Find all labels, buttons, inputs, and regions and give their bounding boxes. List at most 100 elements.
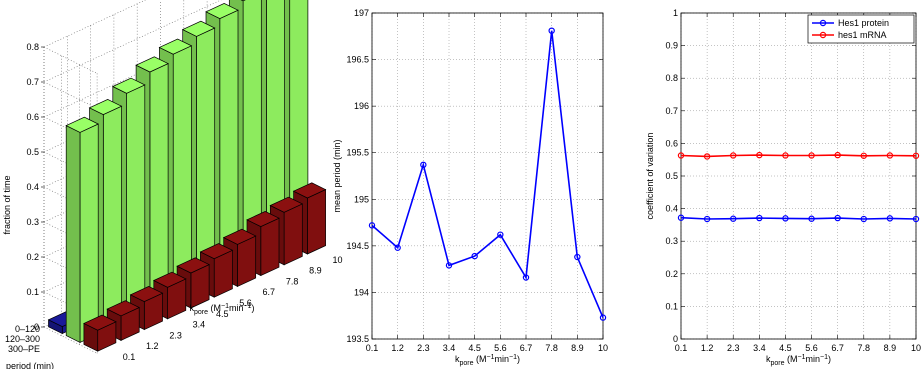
x-axis-label-xlabel-mid: min [806,354,821,364]
x-tick-label: 6.7 [831,343,844,353]
y-tick-label: 195 [354,194,369,204]
x-tick-label: 3.4 [753,343,766,353]
data-point [730,215,737,222]
cv-panel: 0.1 1.2 2.3 3.4 4.5 5.6 6.7 7.8 8.9 1000.10.20.30… [645,8,921,367]
period-bin-label: 120–300 [5,334,40,344]
x-tick-label: 10 [598,343,608,353]
data-point [394,244,401,251]
data-point [471,252,478,260]
k-tick-label: 7.8 [286,276,299,286]
x-axis-label-xlabel-main: k [766,354,771,364]
data-point [860,215,867,223]
k-tick-label: 1.2 [146,341,159,351]
x-axis-label-xlabel-tail: (M [474,354,487,364]
z-tick-label: 0.8 [26,42,39,52]
back-wall-grid-line [43,116,98,144]
series-line-hes1-protein [680,216,917,220]
back-wall-grid-line [43,8,278,118]
z-tick-label: 0.4 [26,182,39,192]
k-axis-label-3d-xlabel-sup1: −1 [221,303,229,310]
bar-top-face [129,286,164,302]
y-tick-label: 196 [354,101,369,111]
period-bin-label: 300–PE [8,344,40,354]
k-tick-label: 2.3 [169,330,182,340]
y-tick-label: 0.4 [665,204,678,214]
series-line-hes1-mrna [680,154,917,158]
data-point [860,152,867,159]
x-axis-label: kpore (M−1min−1) [766,354,831,367]
bar-top-face [111,77,146,94]
data-point [808,215,815,222]
period-bin-label: 0–120 [15,324,40,334]
k-tick-label: 5.6 [239,298,252,308]
data-point [808,152,815,159]
data-point [445,262,453,269]
bar-front-face [79,123,99,343]
data-point [548,27,555,34]
bar-side-face [65,125,81,343]
x-tick-label: 4.5 [468,343,481,353]
data-point [599,314,607,321]
y-tick-label: 0.3 [665,236,678,246]
legend-box [807,14,915,44]
x-axis-label-xlabel-mid: min [495,354,510,364]
k-axis-label-3d-xlabel-sup2: −1 [244,303,252,310]
x-axis-label-xlabel-tail: (M [785,354,798,364]
y-tick-label: 194 [354,287,369,297]
back-wall-grid-line [43,256,98,284]
legend-marker [819,31,827,39]
z-axis-label: fraction of time [2,175,12,234]
k-axis-label-3d-xlabel-tail: (M [208,303,221,313]
data-point [497,231,504,238]
data-point [834,151,841,159]
z-tick-label: 0.1 [26,287,39,297]
k-axis-label-3d-xlabel-sub: pore [194,309,208,316]
bar-top-face [246,211,280,227]
bar3d-panel: 0 0.1 0.2 0.3 0.4 0.5 0.6 0.7 0.8 fraction of tim… [2,0,342,371]
back-wall-grid-line [43,46,98,74]
data-point [834,214,841,222]
x-axis-label-xlabel-main: k [455,354,460,364]
legend-label: hes1 mRNA [838,30,887,40]
data-point [782,215,789,222]
x-tick-label: 7.8 [545,343,558,353]
data-point [782,152,789,159]
y-tick-label: 0 [673,334,678,344]
k-axis-label-3d-xlabel-main: k [190,303,195,313]
data-point [730,152,737,159]
x-tick-label: 3.4 [443,343,456,353]
data-point [886,152,894,159]
y-tick-label: 196.5 [346,55,369,65]
bar-top-face [152,271,187,288]
y-axis-label: mean period (min) [332,139,342,212]
legend: Hes1 protein hes1 mRNA [807,14,915,44]
y-tick-label: 0.7 [665,106,678,116]
period-axis-label: period (min) [6,361,54,369]
bar-top-face [269,196,304,213]
x-axis-label: kpore (M−1min−1) [455,354,520,367]
y-tick-label: 0.2 [665,269,678,279]
x-tick-label: 1.2 [701,343,714,353]
bar-front-face [307,189,326,255]
legend-marker [819,19,827,27]
series-line [371,30,604,318]
bar-top-face [181,20,216,37]
k-tick-label: 3.4 [193,320,206,330]
y-tick-label: 0.9 [665,41,678,51]
bar-top-face [106,300,141,317]
k-tick-label: 4.5 [216,309,229,319]
back-wall-grid-line [43,291,98,319]
y-tick-label: 1 [673,8,678,18]
x-tick-label: 6.7 [520,343,533,353]
back-wall-grid-line [43,0,222,83]
k-tick-label: 6.7 [263,287,276,297]
z-tick-label: 0 [34,322,39,332]
mean-period-panel: 0.1 1.2 2.3 3.4 4.5 5.6 6.7 7.8 8.9 10 193.5 194 194… [332,8,608,367]
bar-front-face [126,84,146,322]
bar-top-face [222,228,257,245]
plot-area [372,13,603,339]
y-axis-label: coefficient of variation [645,133,655,220]
x-tick-label: 8.9 [571,343,584,353]
k-axis-label-3d-xlabel-end: ) [252,303,255,313]
